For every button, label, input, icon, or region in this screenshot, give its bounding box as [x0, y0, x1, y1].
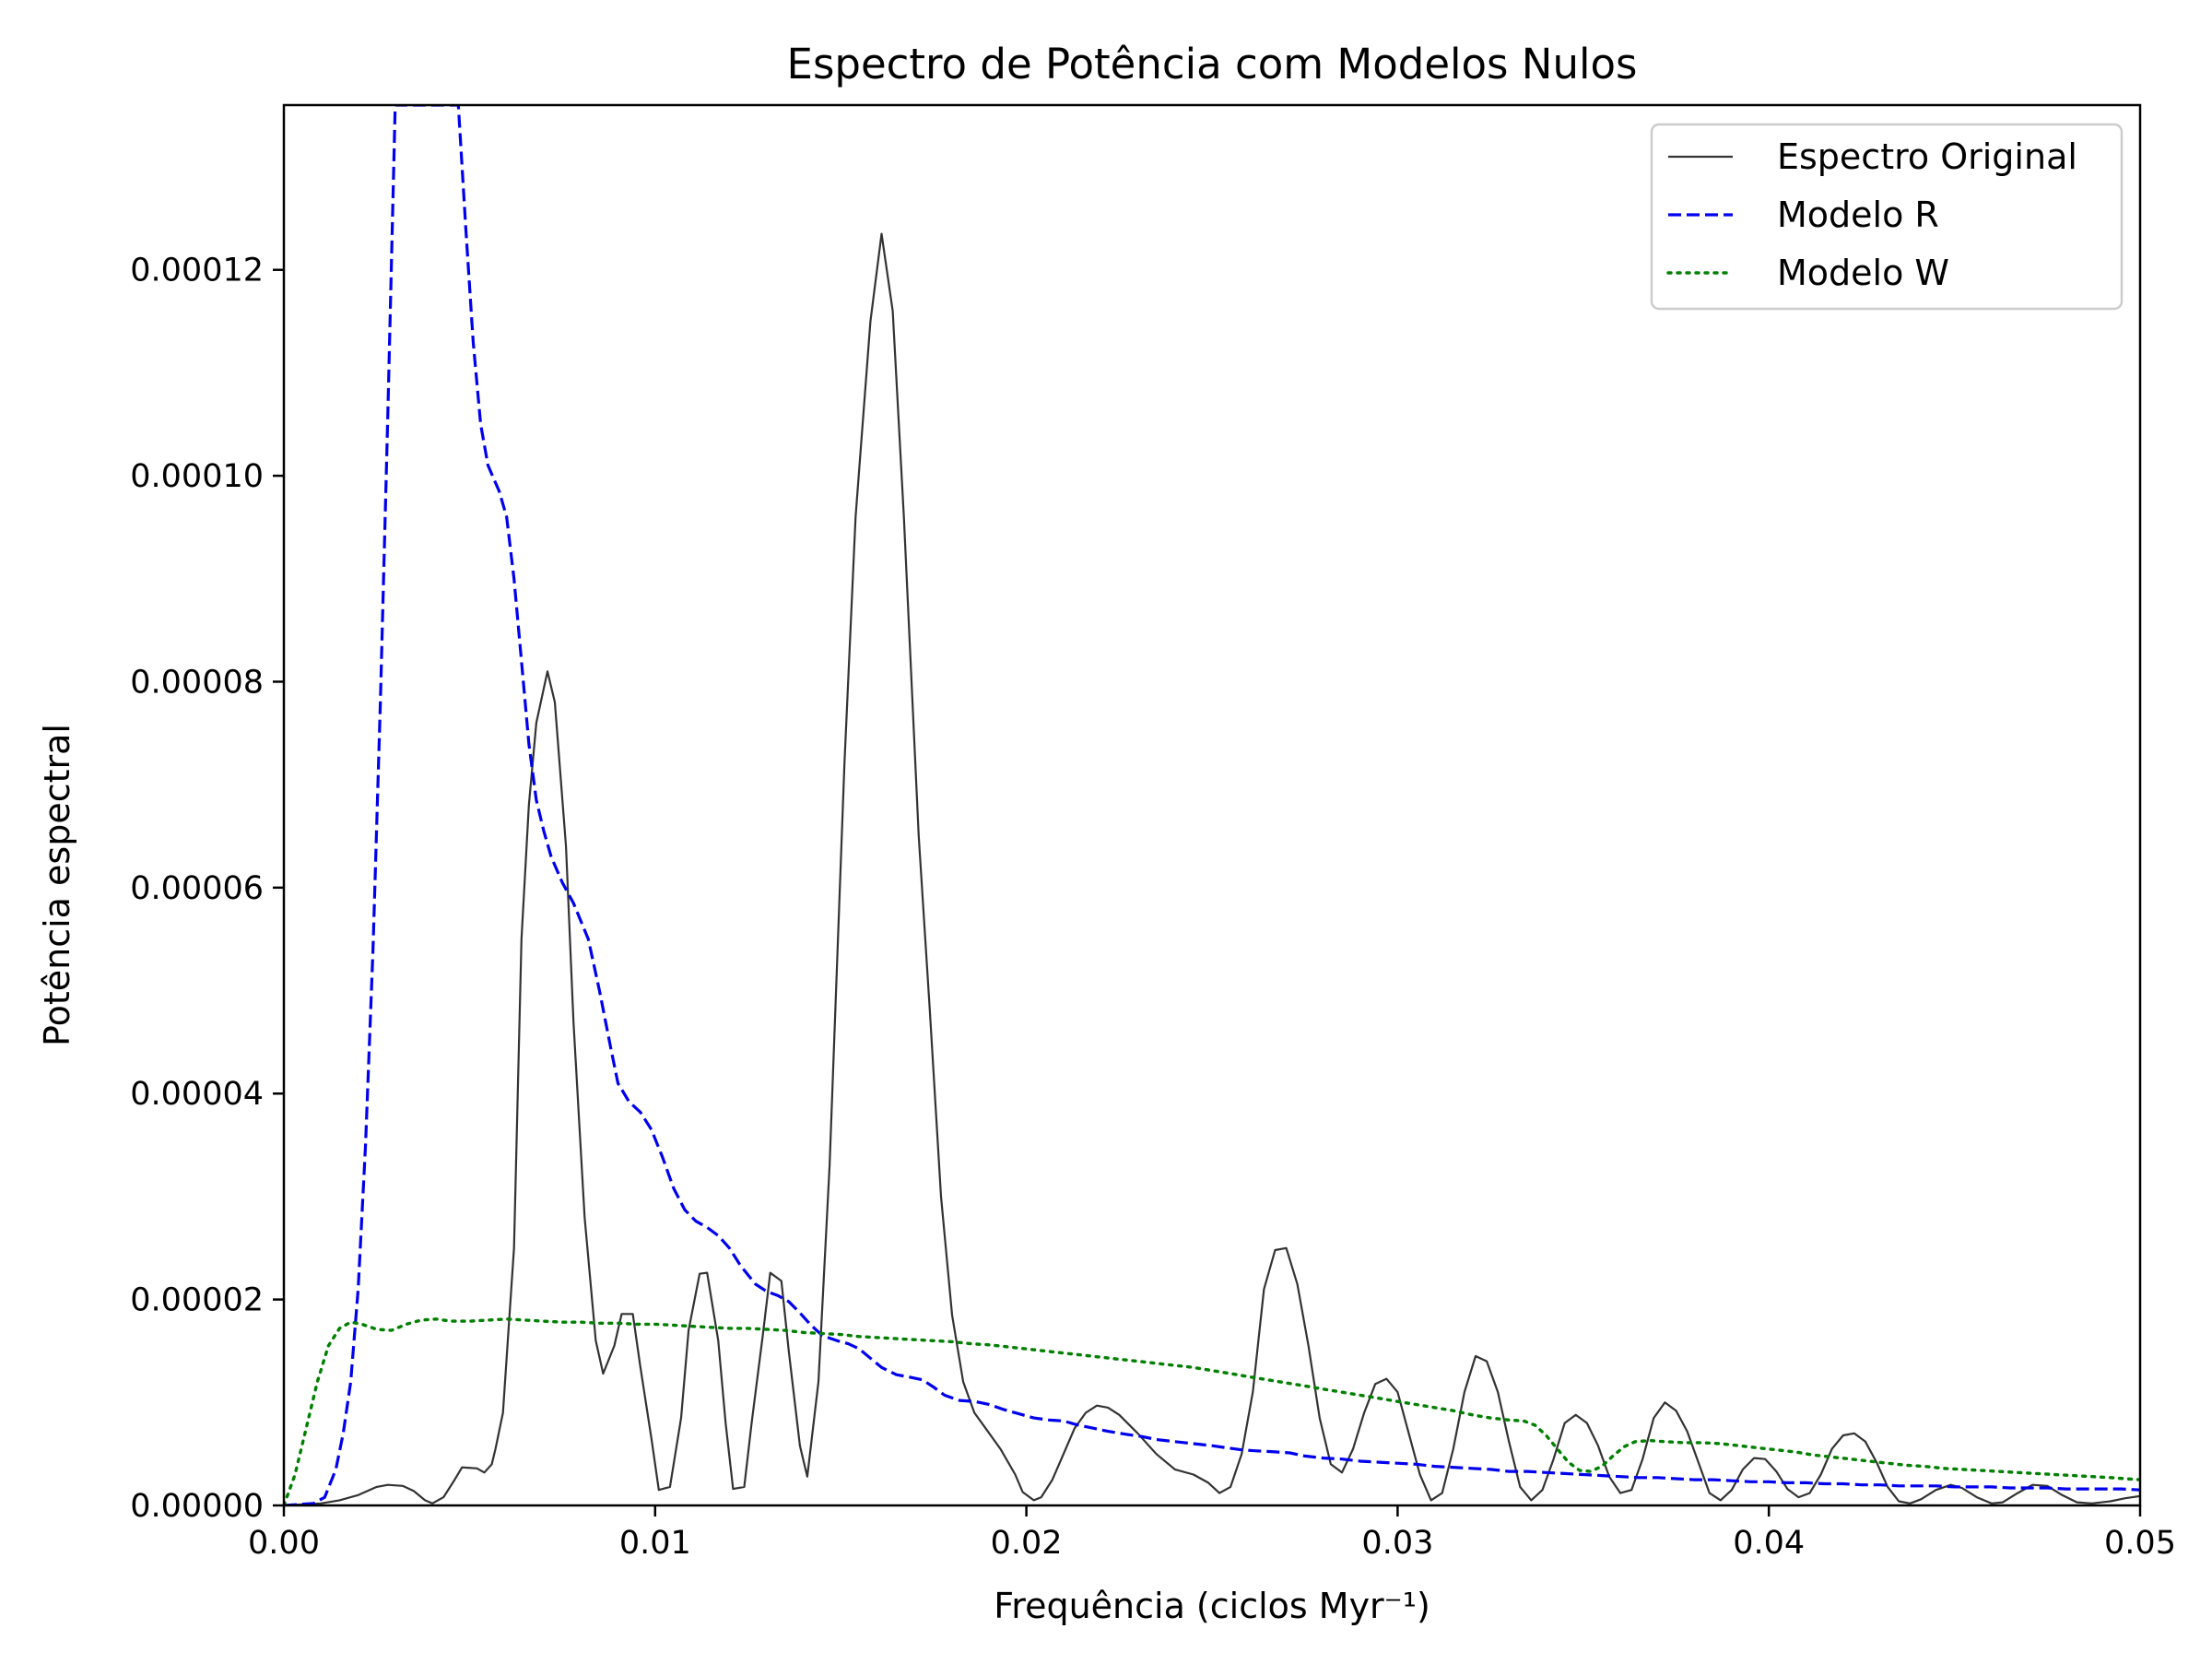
y-tick-label: 0.00006 [130, 870, 264, 907]
series-lines [284, 105, 2140, 1505]
axis-ticks: 0.00 0.01 0.02 0.03 0.04 0.05 0.00000 0.00002 0.… [130, 253, 2176, 1562]
y-tick-label: 0.00004 [130, 1076, 264, 1113]
y-axis-title: Potência espectral [37, 724, 77, 1046]
y-tick-label: 0.00010 [130, 458, 264, 495]
legend-label-modelo-r: Modelo R [1777, 195, 1939, 235]
y-tick-label: 0.00008 [130, 664, 264, 701]
x-tick-label: 0.03 [1361, 1525, 1433, 1562]
legend-label-modelo-w: Modelo W [1777, 253, 1949, 293]
legend: Espectro Original Modelo R Modelo W [1650, 123, 2124, 311]
legend-label-espectro-original: Espectro Original [1777, 136, 2077, 177]
series-line-modelo-r [284, 105, 2140, 1505]
y-tick-label: 0.00002 [130, 1282, 264, 1319]
x-tick-label: 0.00 [248, 1525, 320, 1562]
series-line-modelo-w [284, 1317, 2140, 1505]
x-axis-title: Frequência (ciclos Myr⁻¹) [994, 1586, 1430, 1626]
chart-title: Espectro de Potência com Modelos Nulos [787, 40, 1638, 89]
y-tick-label: 0.00000 [130, 1488, 264, 1525]
x-tick-label: 0.05 [2104, 1525, 2176, 1562]
x-tick-label: 0.02 [991, 1525, 1063, 1562]
x-tick-label: 0.04 [1733, 1525, 1805, 1562]
legend-box [1650, 123, 2124, 311]
plot-frame [282, 103, 2142, 1507]
y-tick-label: 0.00012 [130, 253, 264, 289]
x-tick-label: 0.01 [619, 1525, 691, 1562]
series-line-espectro-original [284, 232, 2140, 1505]
